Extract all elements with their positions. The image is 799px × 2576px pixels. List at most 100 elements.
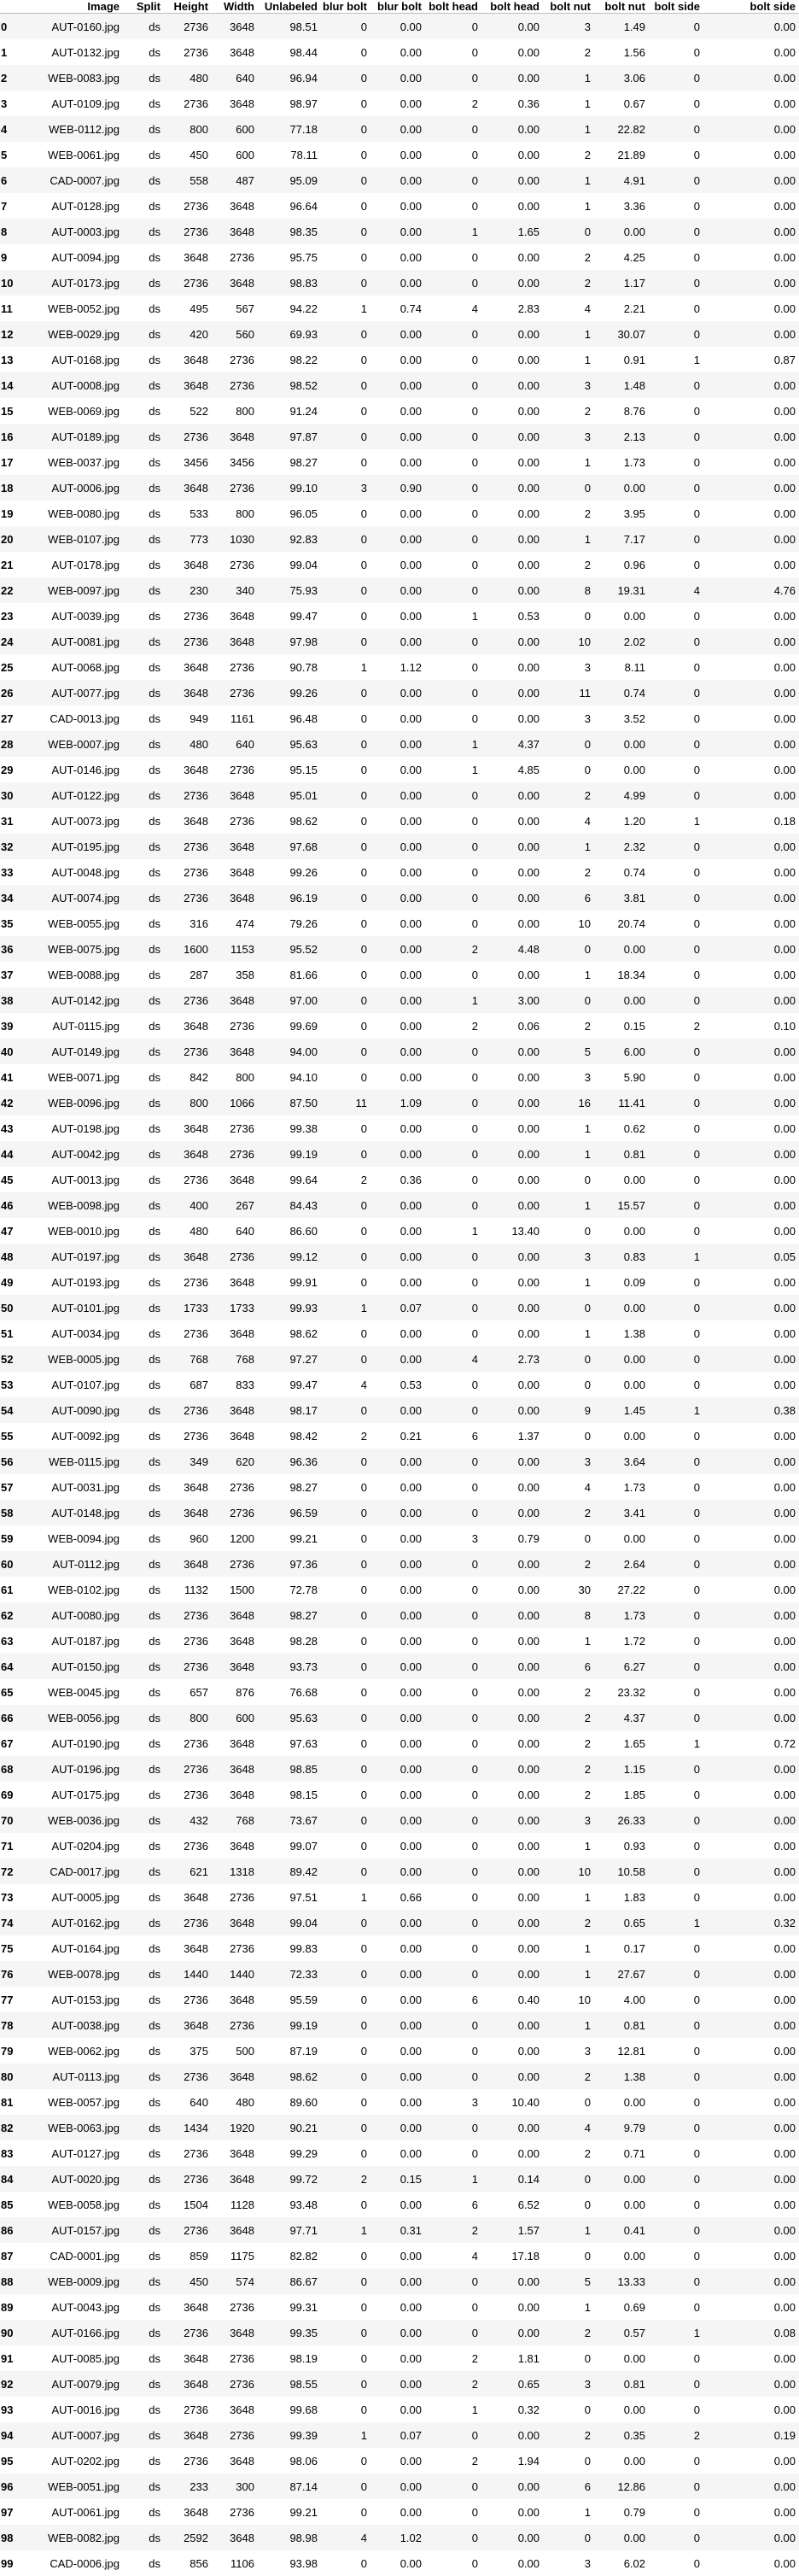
table-cell: 0.65 (481, 2371, 543, 2397)
table-cell: 0.00 (703, 244, 799, 270)
table-cell: 0.00 (594, 757, 649, 782)
table-cell: ds (123, 1705, 164, 1730)
table-cell: 77.18 (258, 116, 321, 142)
table-cell: 0 (425, 2320, 481, 2345)
table-cell: 0.00 (370, 1525, 425, 1551)
table-cell: AUT-0068.jpg (34, 654, 123, 680)
table-cell: 0 (425, 424, 481, 449)
table-cell: 0.72 (703, 1730, 799, 1756)
row-index: 92 (0, 2371, 34, 2397)
table-cell: 0 (425, 1064, 481, 1090)
table-cell: 0 (543, 2345, 594, 2371)
table-cell: 0.00 (481, 501, 543, 526)
table-cell: 833 (212, 1372, 258, 1397)
table-cell: 10.58 (594, 1859, 649, 1884)
column-header: bolt nut (543, 0, 594, 14)
row-index: 21 (0, 552, 34, 577)
table-cell: 3648 (212, 2397, 258, 2422)
table-cell: 0.00 (370, 1141, 425, 1167)
table-cell: 0.00 (370, 219, 425, 244)
table-cell: ds (123, 552, 164, 577)
table-cell: 3648 (212, 1654, 258, 1679)
column-header: Image (34, 0, 123, 14)
table-cell: 2736 (212, 2012, 258, 2038)
table-cell: 99.47 (258, 603, 321, 629)
table-cell: ds (123, 2140, 164, 2166)
table-cell: ds (123, 1910, 164, 1935)
table-cell: 94.10 (258, 1064, 321, 1090)
table-cell: ds (123, 1269, 164, 1295)
table-cell: ds (123, 1141, 164, 1167)
table-cell: 92.83 (258, 526, 321, 552)
table-cell: AUT-0197.jpg (34, 1244, 123, 1269)
table-cell: 97.63 (258, 1730, 321, 1756)
table-cell: 2.83 (481, 296, 543, 321)
table-cell: ds (123, 2217, 164, 2243)
table-cell: 0.00 (481, 1730, 543, 1756)
table-cell: 99.91 (258, 1269, 321, 1295)
table-cell: 2 (425, 1013, 481, 1039)
table-cell: 0 (425, 1935, 481, 1961)
table-cell: 0.62 (594, 1115, 649, 1141)
table-cell: 0.00 (703, 1987, 799, 2012)
table-cell: 0.00 (481, 1295, 543, 1320)
table-cell: 3648 (212, 629, 258, 654)
table-cell: 0.00 (370, 1602, 425, 1628)
table-cell: 0.00 (481, 39, 543, 65)
table-cell: ds (123, 1320, 164, 1346)
table-cell: 0.00 (481, 2320, 543, 2345)
table-cell: 0.00 (481, 2064, 543, 2089)
row-index: 47 (0, 1218, 34, 1244)
table-cell: AUT-0112.jpg (34, 1551, 123, 1577)
table-cell: 1 (543, 347, 594, 372)
table-cell: 99.35 (258, 2320, 321, 2345)
table-cell: 2736 (164, 1756, 212, 1782)
table-cell: 0 (649, 1064, 703, 1090)
table-cell: 0.00 (703, 2371, 799, 2397)
table-cell: 0.00 (703, 2474, 799, 2499)
table-cell: 26.33 (594, 1807, 649, 1833)
table-cell: 640 (212, 65, 258, 91)
table-cell: 0 (649, 1372, 703, 1397)
table-cell: 2736 (164, 424, 212, 449)
table-cell: 0.00 (703, 1654, 799, 1679)
table-cell: 0.00 (370, 1320, 425, 1346)
table-cell: 1.49 (594, 14, 649, 40)
table-cell: 0.00 (703, 1705, 799, 1730)
table-cell: 3648 (164, 475, 212, 501)
table-cell: 0 (425, 1705, 481, 1730)
table-cell: 0.00 (370, 1961, 425, 1987)
table-cell: 4.99 (594, 782, 649, 808)
table-cell: 0 (321, 193, 370, 219)
table-cell: 2736 (164, 2140, 212, 2166)
table-cell: 2.32 (594, 834, 649, 859)
table-cell: 0.00 (370, 1013, 425, 1039)
table-cell: 0 (425, 449, 481, 475)
table-cell: 2 (543, 2140, 594, 2166)
table-cell: 0 (649, 1474, 703, 1500)
table-cell: 400 (164, 1192, 212, 1218)
table-cell: 0.00 (481, 1602, 543, 1628)
table-cell: 1.37 (481, 1423, 543, 1449)
table-cell: AUT-0162.jpg (34, 1910, 123, 1935)
table-cell: 3648 (164, 2345, 212, 2371)
table-cell: 0.00 (703, 526, 799, 552)
table-cell: ds (123, 296, 164, 321)
table-cell: AUT-0113.jpg (34, 2064, 123, 2089)
table-cell: ds (123, 219, 164, 244)
table-cell: 0.00 (481, 577, 543, 603)
table-cell: 0.00 (703, 39, 799, 65)
table-cell: 1 (543, 1628, 594, 1654)
table-cell: 0.00 (370, 757, 425, 782)
table-cell: AUT-0189.jpg (34, 424, 123, 449)
table-cell: 0 (425, 321, 481, 347)
table-cell: 0.00 (703, 1474, 799, 1500)
table-cell: 0 (425, 142, 481, 167)
